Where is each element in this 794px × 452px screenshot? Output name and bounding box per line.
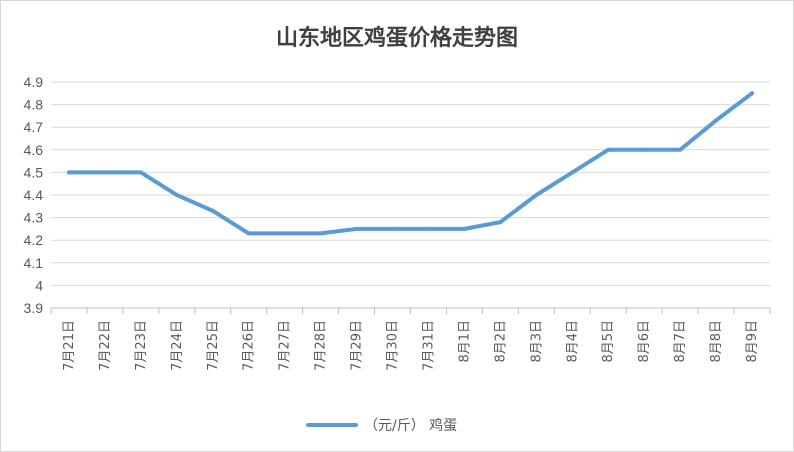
data-point <box>66 170 71 175</box>
x-tick-label: 7月29日 <box>350 320 365 371</box>
x-tick-label: 7月23日 <box>134 320 149 371</box>
x-tick-label: 7月26日 <box>242 320 257 371</box>
data-point <box>210 208 215 213</box>
x-tick-label: 7月30日 <box>386 320 401 371</box>
x-tick-label: 7月27日 <box>278 320 293 371</box>
data-point <box>570 170 575 175</box>
y-tick-label: 4.3 <box>24 210 44 226</box>
y-tick-label: 4.8 <box>24 97 44 113</box>
y-tick-label: 4.1 <box>24 255 44 271</box>
x-axis-ticks: 7月21日 7月22日 7月23日 7月24日 7月25日 7月26日 7月27日 7月28日… <box>62 320 760 371</box>
x-tick-label: 8月5日 <box>601 320 616 363</box>
data-point <box>642 147 647 152</box>
y-tick-label: 4.6 <box>24 142 44 158</box>
x-tick-label: 8月8日 <box>709 320 724 363</box>
data-point <box>102 170 107 175</box>
y-tick-label: 4.2 <box>24 232 44 248</box>
x-tick-label: 7月28日 <box>314 320 329 371</box>
data-point <box>678 147 683 152</box>
chart-title: 山东地区鸡蛋价格走势图 <box>276 25 518 51</box>
y-tick-label: 4 <box>35 277 43 293</box>
y-tick-label: 4.4 <box>24 187 44 203</box>
data-point <box>246 231 251 236</box>
x-tick-label: 8月4日 <box>565 320 580 363</box>
data-point <box>714 118 719 123</box>
gridlines <box>51 81 770 286</box>
y-tick-label: 4.7 <box>24 119 44 135</box>
x-tick-label: 8月3日 <box>529 320 544 363</box>
data-point <box>750 91 755 96</box>
legend-label: （元/斤） 鸡蛋 <box>364 417 457 434</box>
x-tick-label: 8月2日 <box>493 320 508 363</box>
data-point <box>174 193 179 197</box>
x-tick-label: 7月25日 <box>206 320 221 371</box>
data-point <box>606 147 611 152</box>
y-tick-label: 3.9 <box>24 300 44 316</box>
series-line <box>67 91 754 236</box>
x-tick-label: 8月7日 <box>673 320 688 363</box>
data-point <box>426 226 431 231</box>
data-point <box>282 231 287 236</box>
data-point <box>318 231 323 236</box>
x-axis <box>50 307 771 314</box>
data-point <box>498 220 503 225</box>
data-point <box>462 226 467 231</box>
x-tick-label: 7月22日 <box>98 320 113 371</box>
data-point <box>390 226 395 231</box>
y-tick-label: 4.5 <box>24 164 44 180</box>
data-point <box>534 193 539 197</box>
y-axis-ticks: 3.9 4 4.1 4.2 4.3 4.4 4.5 4.6 4.7 4.8 4.9 <box>24 74 44 316</box>
x-tick-label: 7月24日 <box>170 320 185 371</box>
x-tick-label: 8月6日 <box>637 320 652 363</box>
x-tick-label: 7月21日 <box>62 320 77 371</box>
data-point <box>354 226 359 231</box>
x-tick-label: 7月31日 <box>421 320 436 371</box>
data-point <box>138 170 143 175</box>
x-tick-label: 8月9日 <box>745 320 760 363</box>
y-tick-label: 4.9 <box>24 74 44 90</box>
x-tick-label: 8月1日 <box>457 320 472 363</box>
legend: （元/斤） 鸡蛋 <box>306 417 457 434</box>
series-layer <box>66 91 755 236</box>
